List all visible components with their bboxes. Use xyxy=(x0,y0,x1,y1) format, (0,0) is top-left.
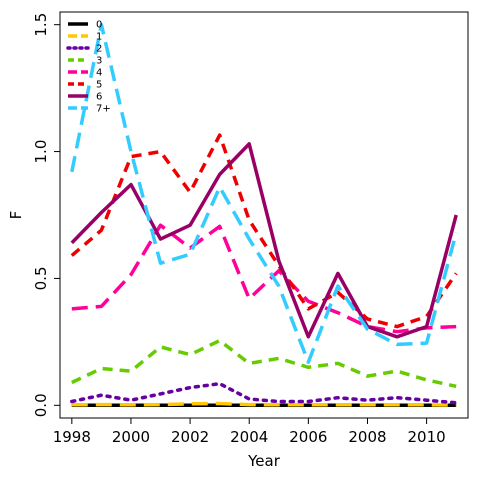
legend-label: 7+ xyxy=(96,104,111,115)
legend-label: 0 xyxy=(96,20,102,31)
series-line-4 xyxy=(71,223,457,334)
series-layer xyxy=(70,22,458,408)
series-line-6 xyxy=(70,142,458,339)
legend-label: 3 xyxy=(96,56,102,67)
x-tick-label: 2008 xyxy=(348,428,386,446)
legend-label: 5 xyxy=(96,80,102,91)
series-line-7plus xyxy=(70,22,458,364)
x-axis-title: Year xyxy=(247,452,281,470)
x-tick-label: 2004 xyxy=(230,428,268,446)
series-line-2 xyxy=(70,381,458,405)
x-tick-label: 1998 xyxy=(53,428,91,446)
series-line-3 xyxy=(71,338,457,389)
x-tick-label: 2006 xyxy=(289,428,327,446)
x-tick-label: 2010 xyxy=(408,428,446,446)
legend-label: 2 xyxy=(96,44,102,55)
x-axis: 1998 2000 2002 2004 2006 2008 2010 xyxy=(53,417,446,446)
y-tick-label: 0.0 xyxy=(32,393,50,417)
y-tick-label: 1.0 xyxy=(32,140,50,164)
x-tick-label: 2000 xyxy=(112,428,150,446)
legend-label: 1 xyxy=(96,32,102,43)
y-tick-label: 0.5 xyxy=(32,267,50,291)
y-tick-label: 1.5 xyxy=(32,13,50,37)
y-axis-title: F xyxy=(7,211,25,220)
series-line-1 xyxy=(71,401,457,407)
x-tick-label: 2002 xyxy=(171,428,209,446)
y-axis: 0.0 0.5 1.0 1.5 xyxy=(32,13,61,417)
legend-label: 6 xyxy=(96,92,102,103)
legend-label: 4 xyxy=(96,68,102,79)
series-line-5 xyxy=(70,133,458,329)
